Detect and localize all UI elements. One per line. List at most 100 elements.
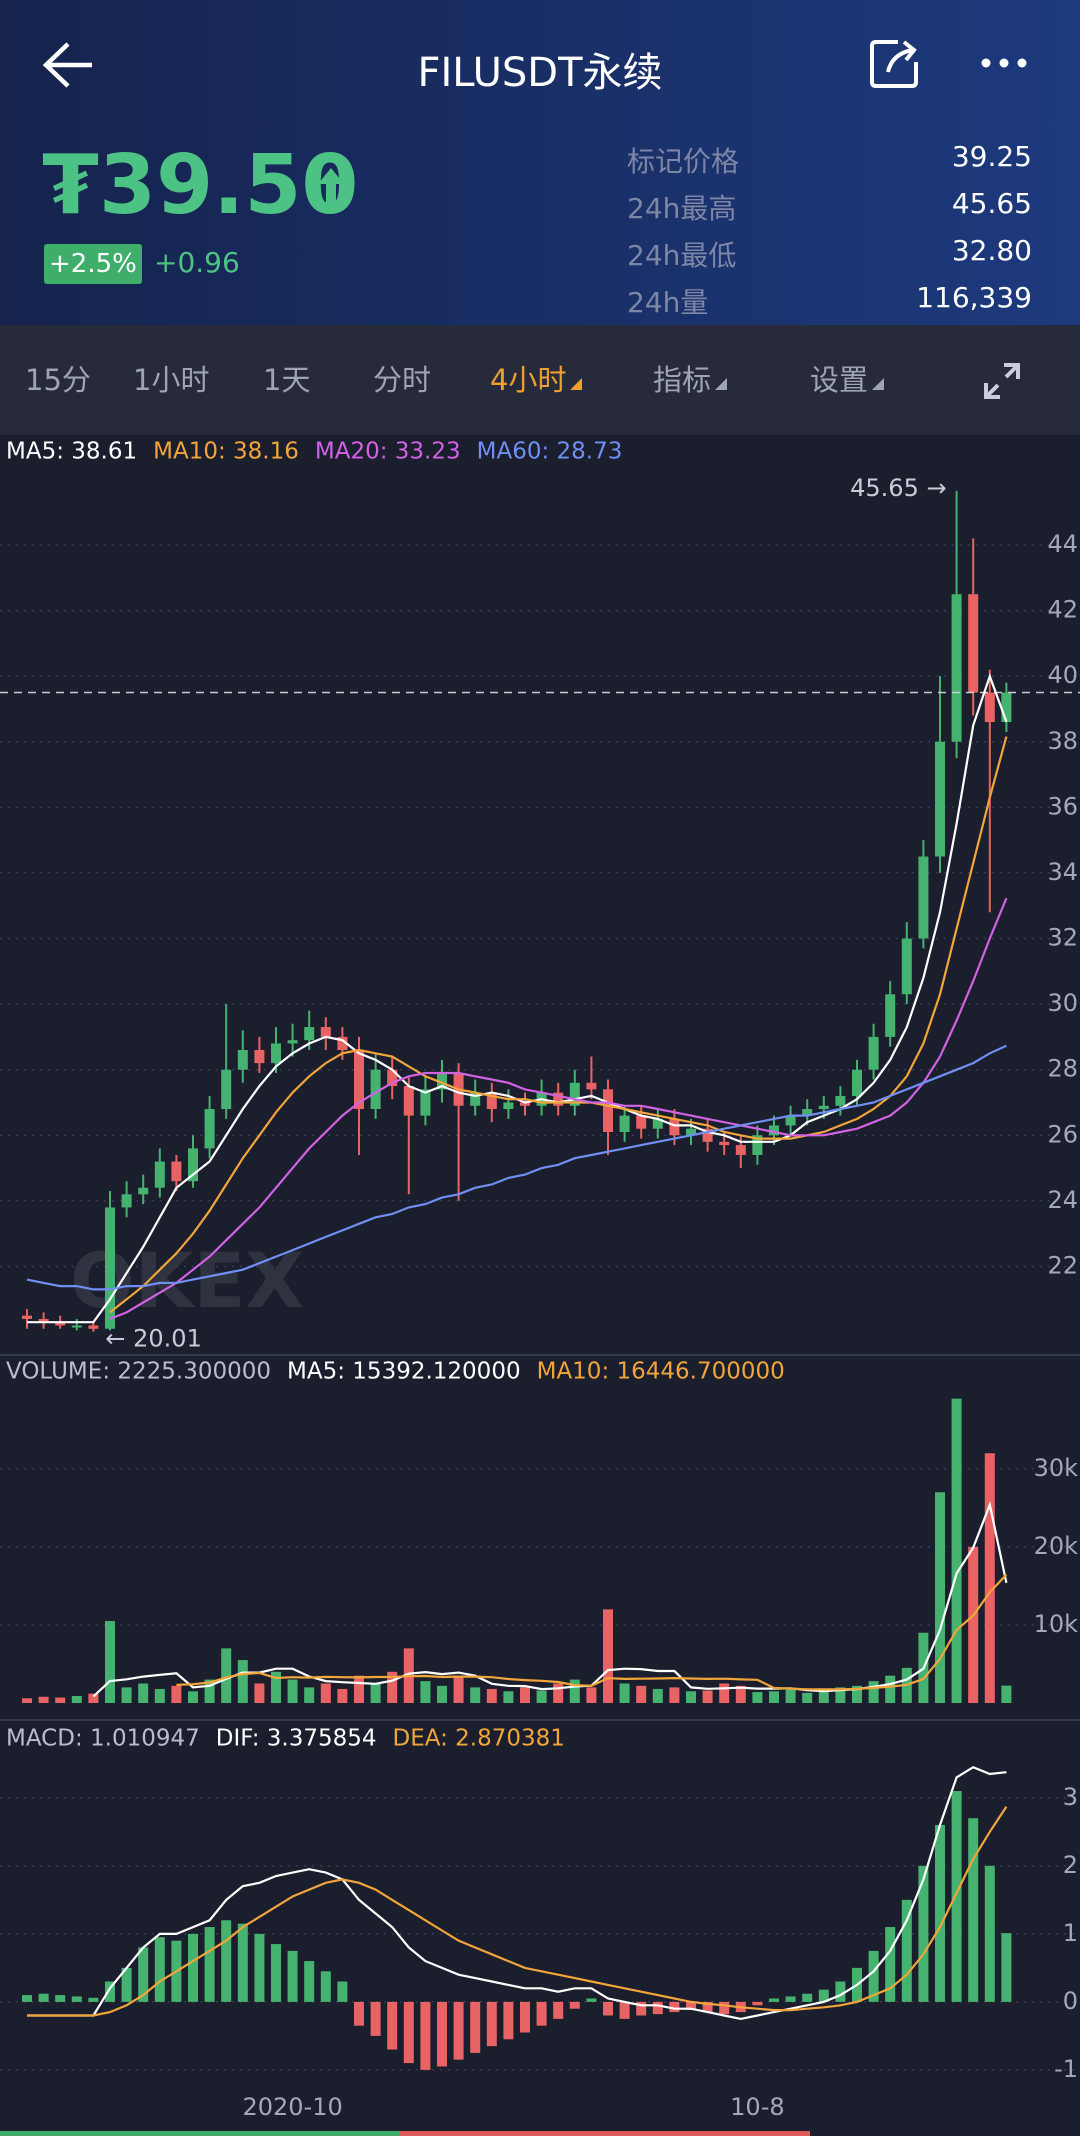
candle-body [254,1050,265,1064]
bar [304,1687,315,1703]
candle-body [337,1036,348,1051]
bar [22,1995,32,2002]
candle-body [652,1118,663,1129]
y-tick-label: 20k [1034,1532,1079,1560]
candle-body [951,594,962,742]
candle-body [88,1325,99,1329]
line [109,736,1008,1314]
tab[interactable]: 分时 [373,363,432,397]
bar [536,1690,547,1703]
bar [935,1492,945,1703]
bar [769,1691,779,1703]
y-tick-label: 1 [1063,1919,1078,1947]
candle-body [237,1050,248,1070]
more-button[interactable] [980,56,1028,70]
x-tick-label: 2020-10 [242,2093,342,2121]
bar [918,1865,929,2002]
bar [636,2001,647,2016]
fullscreen-button[interactable] [982,361,1022,401]
tab[interactable]: 指标 [653,357,728,399]
bar [951,1791,962,2002]
header: FILUSDT永续 ₮39.50 +2.5% +0.96 标记价格 39.25 24… [0,0,1080,325]
bar [935,1825,945,2002]
candle-body [702,1128,713,1142]
title: FILUSDT永续 [417,50,663,96]
bar [370,2001,381,2036]
legend-entry: DIF: 3.375854 [216,1726,377,1752]
candle-body [403,1086,414,1116]
stat-label: 24h最低 [627,239,737,272]
bar [237,1923,248,2002]
legend-entry: VOLUME: 2225.300000 [6,1359,271,1385]
bar [968,1818,979,2002]
bar [503,1691,514,1703]
candle-body [1001,692,1012,723]
y-tick-label: 44 [1047,530,1078,558]
bar [55,1995,66,2002]
candle-body [420,1089,431,1116]
change: +0.96 [154,246,240,279]
bar [818,1690,829,1703]
candle-body [520,1102,530,1106]
tab[interactable]: 15分 [25,363,91,397]
candle-body [38,1318,49,1323]
bar [702,2001,713,2013]
bar [852,1685,862,1703]
dropdown-icon [872,378,885,390]
bar [188,1691,198,1703]
bar [254,1933,265,2002]
y-tick-label: 40 [1047,661,1078,689]
tab[interactable]: 1天 [263,363,311,397]
bar [603,2001,613,2016]
candle-body [935,741,945,857]
bar [221,1920,232,2002]
bar [686,2001,696,2011]
bar [221,1648,232,1703]
stat-label: 标记价格 [627,145,740,178]
bar [752,1692,763,1703]
bar [188,1933,198,2002]
tab[interactable]: 1小时 [133,363,210,397]
candle-body [569,1082,580,1106]
bar [785,1996,796,2002]
bar [686,1691,696,1703]
bar [719,2001,730,2015]
bar [652,2001,663,2015]
bar [287,1950,298,2002]
bar [387,2001,398,2050]
stat-value: 116,339 [916,281,1032,314]
bar [55,1697,66,1703]
sentiment-bar-down [400,2131,810,2136]
candle-body [304,1027,315,1041]
y-tick-label: 42 [1047,596,1078,624]
bar [752,2001,763,2006]
candle-body [171,1161,182,1182]
candle-body [320,1027,331,1037]
bar [154,1688,165,1703]
bar [769,1998,779,2002]
candle-body [370,1069,381,1110]
back-button[interactable] [40,40,96,90]
bar [569,2001,580,2009]
candle-body [885,994,896,1037]
share-button[interactable] [868,36,922,90]
bar [287,1679,298,1703]
tab[interactable]: 4小时 [490,357,583,399]
bar [586,1687,597,1703]
y-tick-label: -1 [1054,2055,1078,2083]
bar [271,1944,281,2002]
candle-body [686,1128,696,1136]
candle-body [586,1082,597,1090]
bar [420,1681,431,1703]
bar [105,1621,115,1703]
stat-label: 24h量 [627,286,709,319]
tab[interactable]: 设置 [810,357,885,399]
bar [138,1683,149,1703]
bar [354,2001,364,2026]
legend-entry: MA10: 16446.700000 [537,1359,785,1385]
bar [619,2001,630,2019]
bar [553,1683,564,1703]
bar [138,1947,149,2002]
candle-body [22,1315,32,1319]
